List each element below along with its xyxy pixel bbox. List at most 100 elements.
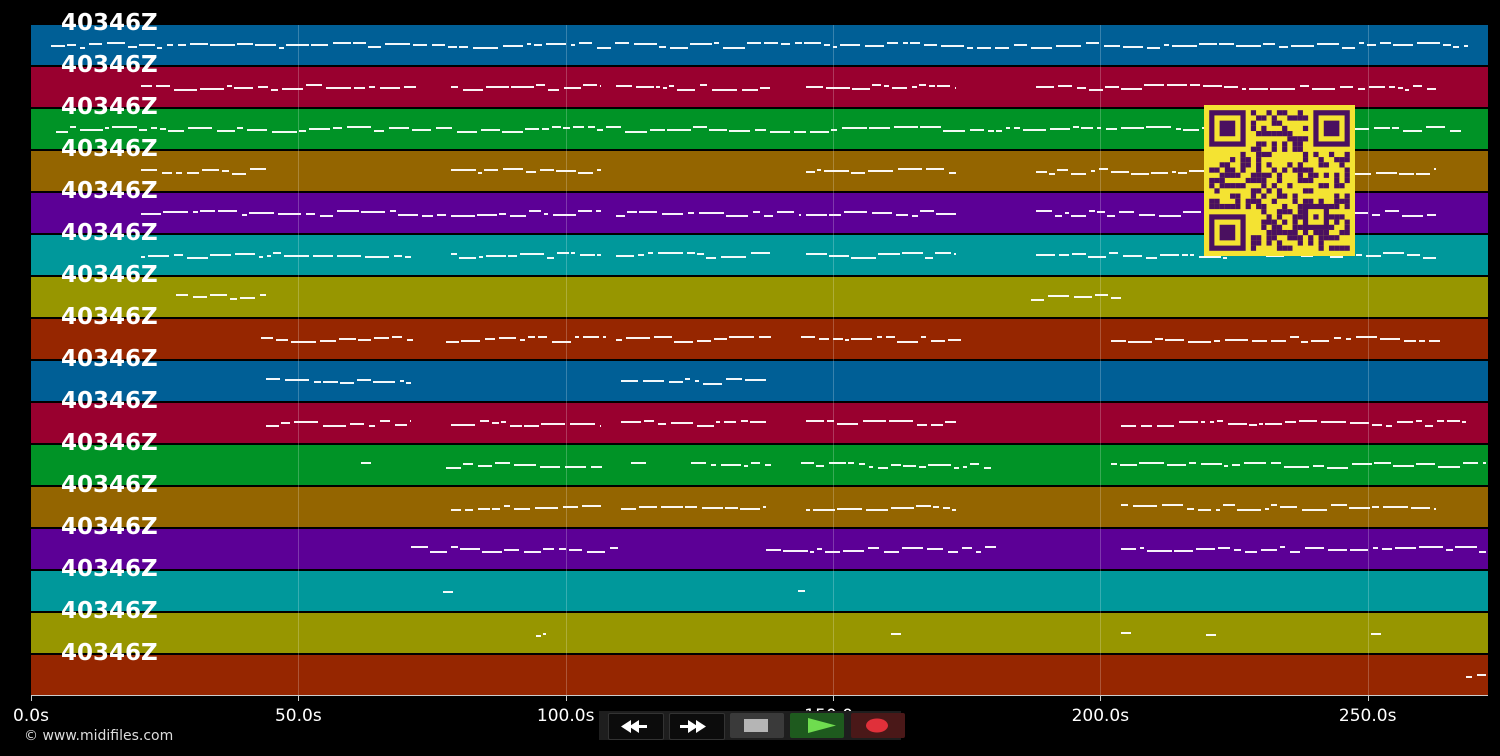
track-lane [31, 613, 1488, 653]
note-mark [1097, 211, 1105, 213]
note-mark [729, 130, 750, 132]
note-mark [1097, 127, 1101, 129]
note-mark [967, 47, 973, 49]
note-mark [851, 257, 876, 259]
note-mark [851, 172, 865, 174]
note-mark [1419, 340, 1425, 342]
note-mark [1244, 462, 1266, 464]
note-mark [663, 87, 667, 89]
note-mark [1182, 254, 1188, 256]
note-mark [868, 547, 879, 549]
note-mark [174, 254, 183, 256]
note-mark [1223, 257, 1227, 259]
note-mark [829, 214, 841, 216]
note-mark [200, 210, 215, 212]
note-mark [894, 126, 918, 128]
note-mark [217, 130, 235, 132]
note-mark [1346, 338, 1351, 340]
note-mark [872, 84, 881, 86]
note-mark [1198, 509, 1211, 511]
fast-forward-button[interactable] [669, 713, 725, 740]
note-mark [358, 339, 371, 341]
note-mark [167, 44, 173, 46]
track-lane [31, 571, 1488, 611]
note-mark [1050, 128, 1070, 130]
note-mark [249, 212, 274, 214]
note-mark [1266, 255, 1284, 257]
note-mark [869, 466, 873, 468]
track-lane [31, 445, 1488, 485]
note-mark [1165, 339, 1184, 341]
note-mark [259, 256, 263, 258]
note-mark [833, 46, 837, 48]
note-mark [482, 551, 502, 553]
note-mark [1160, 254, 1179, 256]
note-mark [954, 467, 959, 469]
note-mark [1086, 42, 1099, 44]
note-mark [912, 86, 917, 88]
note-mark [920, 126, 941, 128]
note-mark [218, 210, 237, 212]
note-mark [451, 169, 476, 171]
note-mark [615, 42, 629, 44]
note-mark [621, 421, 641, 423]
note-mark [631, 462, 646, 464]
note-mark [781, 43, 790, 45]
note-mark [1223, 504, 1235, 506]
note-mark [193, 211, 198, 213]
note-mark [70, 126, 76, 128]
note-mark [1372, 424, 1382, 426]
note-mark [1261, 549, 1277, 551]
note-mark [714, 42, 719, 44]
note-mark [559, 548, 566, 550]
note-mark [1023, 129, 1046, 131]
note-mark [936, 213, 956, 215]
note-mark [690, 43, 712, 45]
tick-mark [565, 695, 567, 701]
note-mark [1328, 549, 1347, 551]
note-mark [941, 45, 964, 47]
record-button[interactable] [851, 713, 905, 738]
note-mark [1405, 89, 1409, 91]
note-mark [919, 466, 926, 468]
note-mark [1367, 44, 1376, 46]
track-label: 40346Z [61, 220, 158, 246]
note-mark [1301, 255, 1313, 257]
note-mark [1089, 210, 1095, 212]
note-mark [621, 508, 636, 510]
note-mark [1107, 215, 1115, 217]
note-mark [587, 551, 605, 553]
note-mark [878, 467, 888, 469]
note-mark [740, 508, 760, 510]
note-mark [210, 294, 227, 296]
note-mark [597, 169, 601, 171]
note-mark [279, 47, 284, 49]
note-mark [794, 131, 806, 133]
note-mark [1334, 337, 1341, 339]
note-mark [1162, 504, 1183, 506]
note-mark [575, 336, 579, 338]
note-mark [829, 255, 849, 257]
note-mark [621, 380, 638, 382]
note-mark [1353, 128, 1369, 130]
note-mark [1074, 296, 1092, 298]
stop-icon [744, 719, 768, 732]
track-label: 40346Z [61, 304, 158, 330]
note-mark [1271, 504, 1277, 506]
note-mark [1219, 43, 1234, 45]
play-button[interactable] [790, 713, 844, 738]
rewind-button[interactable] [608, 713, 664, 740]
note-mark [237, 43, 253, 45]
note-mark [852, 88, 870, 90]
note-mark [760, 87, 770, 89]
note-mark [347, 126, 371, 128]
note-mark [741, 420, 748, 422]
note-mark [151, 127, 157, 129]
note-mark [457, 131, 477, 133]
note-mark [570, 423, 595, 425]
note-mark [1312, 88, 1335, 90]
stop-button[interactable] [730, 713, 784, 738]
note-mark [1455, 546, 1477, 548]
note-mark [1477, 674, 1486, 676]
note-mark [1300, 85, 1309, 87]
